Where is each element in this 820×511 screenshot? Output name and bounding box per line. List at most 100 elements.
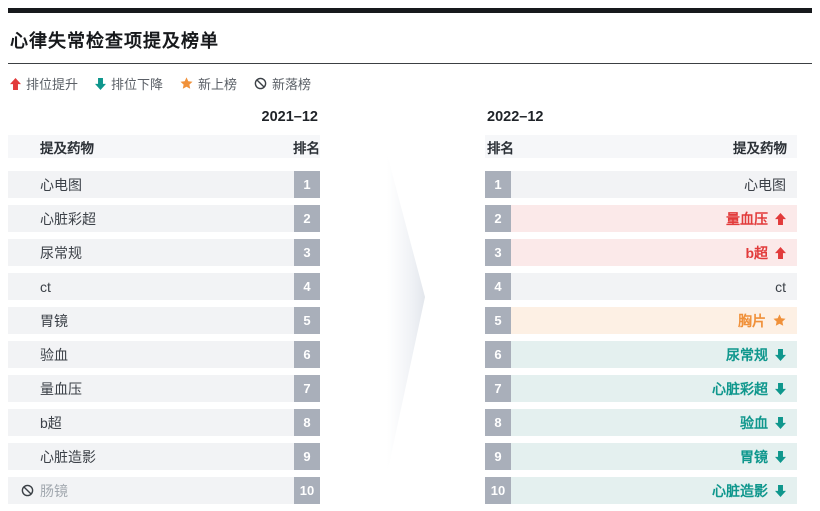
rank-badge: 10	[294, 477, 320, 504]
column-header-drug: 提及药物	[40, 140, 94, 156]
rank-row-left-2: 心脏彩超 2	[8, 205, 320, 232]
transition-arrow	[387, 154, 425, 474]
rows-2022-12: 1 心电图 2 量血压 3 b超 4 ct 5 胸片 6 尿常规 7 心脏彩超 8 验血 9 胃镜 10 心脏造影	[485, 171, 797, 504]
rank-badge: 3	[485, 239, 511, 266]
rank-row-right-1: 1 心电图	[485, 171, 797, 198]
table-2021-12: 2021–12 提及药物 排名 心电图 1 心脏彩超 2 尿常规 3 ct 4 胃镜 5 验血 6 量血…	[8, 107, 320, 511]
rank-badge: 6	[294, 341, 320, 368]
rank-row-left-7: 量血压 7	[8, 375, 320, 402]
up-arrow-icon	[10, 77, 21, 90]
item-label: 心脏造影	[40, 448, 96, 465]
legend-item-ban: 新落榜	[254, 74, 311, 93]
item-label: 量血压	[726, 210, 768, 227]
rank-row-right-9: 9 胃镜	[485, 443, 797, 470]
rank-row-right-6: 6 尿常规	[485, 341, 797, 368]
rank-badge: 8	[485, 409, 511, 436]
legend-item-star: 新上榜	[180, 74, 237, 93]
rank-badge: 2	[294, 205, 320, 232]
ban-icon	[254, 77, 267, 90]
item-label: b超	[745, 244, 768, 261]
item-label: 验血	[40, 346, 68, 363]
rank-row-right-7: 7 心脏彩超	[485, 375, 797, 402]
legend-label: 新落榜	[272, 77, 312, 92]
legend-label: 排位下降	[111, 77, 164, 92]
table-2022-12: 2022–12 排名 提及药物 1 心电图 2 量血压 3 b超 4 ct 5 胸片 6 尿常规 7 心脏…	[485, 107, 797, 511]
item-label: 心脏彩超	[712, 380, 768, 397]
rank-row-right-5: 5 胸片	[485, 307, 797, 334]
down-arrow-icon	[775, 348, 786, 361]
rank-row-left-10: 肠镜 10	[8, 477, 320, 504]
legend-item-up: 排位提升	[10, 74, 78, 93]
period-label: 2021–12	[261, 109, 318, 125]
legend-label: 新上榜	[198, 77, 238, 92]
rank-badge: 9	[485, 443, 511, 470]
ban-icon	[21, 484, 40, 497]
rank-badge: 3	[294, 239, 320, 266]
item-label: 心电图	[40, 176, 82, 193]
rank-badge: 10	[485, 477, 511, 504]
table-header: 排名 提及药物	[485, 135, 797, 158]
rank-badge: 5	[294, 307, 320, 334]
rank-badge: 9	[294, 443, 320, 470]
rank-row-right-4: 4 ct	[485, 273, 797, 300]
item-label: 胃镜	[740, 448, 768, 465]
comparison-area: 2021–12 提及药物 排名 心电图 1 心脏彩超 2 尿常规 3 ct 4 胃镜 5 验血 6 量血…	[8, 107, 812, 511]
item-label: 肠镜	[40, 482, 68, 499]
item-label: 验血	[740, 414, 768, 431]
rows-2021-12: 心电图 1 心脏彩超 2 尿常规 3 ct 4 胃镜 5 验血 6 量血压 7 b超 8 心脏造影 9 肠镜 10	[8, 171, 320, 504]
legend-item-down: 排位下降	[95, 74, 163, 93]
rank-row-right-10: 10 心脏造影	[485, 477, 797, 504]
down-arrow-icon	[775, 416, 786, 429]
item-label: ct	[40, 278, 51, 295]
rank-row-right-8: 8 验血	[485, 409, 797, 436]
item-label: b超	[40, 414, 62, 431]
rank-row-left-3: 尿常规 3	[8, 239, 320, 266]
column-header-drug: 提及药物	[733, 140, 787, 156]
rank-badge: 8	[294, 409, 320, 436]
column-header-rank: 排名	[293, 140, 320, 156]
rank-badge: 7	[294, 375, 320, 402]
rank-row-left-9: 心脏造影 9	[8, 443, 320, 470]
item-label: 胸片	[738, 312, 766, 329]
period-label: 2022–12	[487, 109, 544, 125]
down-arrow-icon	[775, 450, 786, 463]
rank-row-left-4: ct 4	[8, 273, 320, 300]
title-divider	[8, 63, 812, 64]
item-label: 尿常规	[40, 244, 82, 261]
item-label: 量血压	[40, 380, 82, 397]
star-icon	[773, 314, 786, 327]
item-label: 尿常规	[726, 346, 768, 363]
rank-row-right-2: 2 量血压	[485, 205, 797, 232]
item-label: 胃镜	[40, 312, 68, 329]
rank-row-left-6: 验血 6	[8, 341, 320, 368]
rank-badge: 1	[294, 171, 320, 198]
item-label: ct	[775, 278, 786, 295]
rank-badge: 6	[485, 341, 511, 368]
rank-badge: 4	[294, 273, 320, 300]
down-arrow-icon	[775, 484, 786, 497]
rank-badge: 7	[485, 375, 511, 402]
top-accent-bar	[8, 8, 812, 13]
star-icon	[180, 77, 193, 90]
table-header: 提及药物 排名	[8, 135, 320, 158]
rank-row-left-5: 胃镜 5	[8, 307, 320, 334]
item-label: 心脏造影	[712, 482, 768, 499]
rank-badge: 1	[485, 171, 511, 198]
rank-badge: 5	[485, 307, 511, 334]
up-arrow-icon	[775, 212, 786, 225]
rank-row-left-1: 心电图 1	[8, 171, 320, 198]
page-title: 心律失常检查项提及榜单	[10, 31, 219, 51]
legend: 排位提升 排位下降 新上榜 新落榜	[8, 64, 812, 101]
rank-row-left-8: b超 8	[8, 409, 320, 436]
rank-row-right-3: 3 b超	[485, 239, 797, 266]
column-header-rank: 排名	[487, 140, 514, 156]
up-arrow-icon	[775, 246, 786, 259]
item-label: 心电图	[744, 176, 786, 193]
rank-badge: 4	[485, 273, 511, 300]
legend-label: 排位提升	[26, 77, 79, 92]
rank-badge: 2	[485, 205, 511, 232]
down-arrow-icon	[95, 77, 107, 90]
down-arrow-icon	[775, 382, 786, 395]
item-label: 心脏彩超	[40, 210, 96, 227]
